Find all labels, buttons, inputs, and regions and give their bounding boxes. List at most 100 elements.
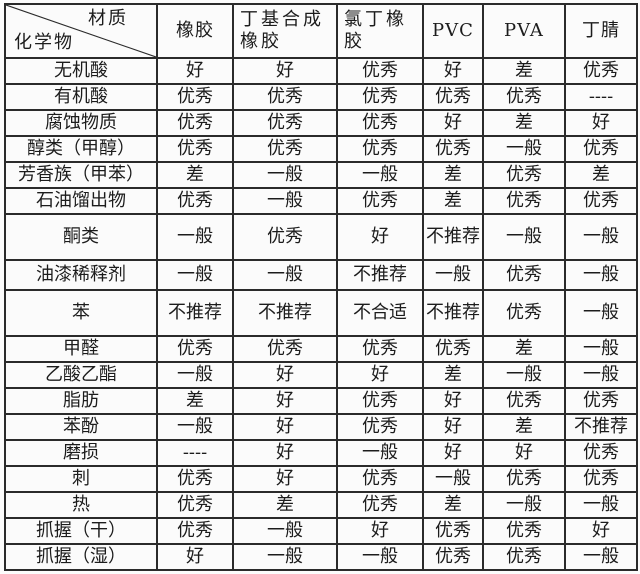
table-cell: 优秀 xyxy=(336,335,424,363)
table-cell: 一般 xyxy=(482,135,566,163)
table-cell: 好 xyxy=(422,109,484,137)
row-label: 磨损 xyxy=(4,439,158,467)
table-cell: 好 xyxy=(422,413,484,441)
row-label: 抓握（干） xyxy=(4,517,158,545)
row-label: 醇类（甲醇） xyxy=(4,135,158,163)
table-cell: 好 xyxy=(336,517,424,545)
table-cell: 一般 xyxy=(564,259,638,291)
table-cell: 不合适 xyxy=(336,289,424,337)
table-cell: 一般 xyxy=(156,361,234,389)
table-cell: 差 xyxy=(156,387,234,415)
table-cell: 差 xyxy=(482,57,566,85)
row-label: 芳香族（甲苯） xyxy=(4,161,158,189)
table-cell: 好 xyxy=(482,439,566,467)
table-cell: 好 xyxy=(156,543,234,571)
table-cell: 一般 xyxy=(564,213,638,261)
row-label: 脂肪 xyxy=(4,387,158,415)
table-row: 抓握（干） 优秀 一般好优秀 优秀好 xyxy=(4,517,638,545)
table-cell: 优秀 xyxy=(336,109,424,137)
table-cell: 一般 xyxy=(482,213,566,261)
row-label: 刺 xyxy=(4,465,158,493)
table-cell: 好 xyxy=(336,361,424,389)
table-cell: 一般 xyxy=(564,543,638,571)
table-cell: 优秀 xyxy=(336,387,424,415)
table-cell: 优秀 xyxy=(156,109,234,137)
table-cell: 优秀 xyxy=(564,187,638,215)
row-label: 乙酸乙酯 xyxy=(4,361,158,389)
chemical-resistance-table: 材质 化学物 橡胶 丁基合成橡胶 氯丁橡胶 PVC PVA 丁腈 无机酸好好优秀好差优秀有… xyxy=(4,3,638,571)
table-row: 无机酸好好优秀好差优秀 xyxy=(4,57,638,85)
table-cell: 一般 xyxy=(564,491,638,519)
table-cell: 优秀 xyxy=(232,213,338,261)
table-cell: 好 xyxy=(422,387,484,415)
table-row: 热优秀差优秀差一般 一般 xyxy=(4,491,638,519)
column-header-1: 丁基合成橡胶 xyxy=(232,3,338,59)
table-cell: 优秀 xyxy=(422,543,484,571)
table-cell: 优秀 xyxy=(336,413,424,441)
table-cell: 优秀 xyxy=(156,465,234,493)
table-row: 乙酸乙酯 一般好好差一般 一般 xyxy=(4,361,638,389)
column-header-5: 丁腈 xyxy=(564,3,638,59)
corner-cell: 材质 化学物 xyxy=(4,3,158,59)
table-cell: 一般 xyxy=(232,517,338,545)
table-cell: 好 xyxy=(422,439,484,467)
column-header-3: PVC xyxy=(422,3,484,59)
table-cell: 优秀 xyxy=(336,135,424,163)
table-cell: 优秀 xyxy=(232,135,338,163)
column-header-2: 氯丁橡胶 xyxy=(336,3,424,59)
table-cell: 一般 xyxy=(156,259,234,291)
table-cell: 一般 xyxy=(482,491,566,519)
table-cell: 一般 xyxy=(564,289,638,337)
table-cell: 差 xyxy=(422,187,484,215)
row-label: 抓握（湿） xyxy=(4,543,158,571)
table-row: 腐蚀物质 优秀 优秀 优秀好差好 xyxy=(4,109,638,137)
table-cell: 差 xyxy=(422,161,484,189)
table-row: 石油馏出物 优秀 一般 优秀差优秀 优秀 xyxy=(4,187,638,215)
table-cell: 优秀 xyxy=(482,289,566,337)
table-cell: 一般 xyxy=(232,543,338,571)
table-cell: 优秀 xyxy=(422,83,484,111)
table-cell: 一般 xyxy=(336,439,424,467)
table-cell: ---- xyxy=(156,439,234,467)
table-cell: 差 xyxy=(482,413,566,441)
table-cell: ---- xyxy=(564,83,638,111)
table-cell: 优秀 xyxy=(422,335,484,363)
table-cell: 一般 xyxy=(156,413,234,441)
table-cell: 优秀 xyxy=(156,491,234,519)
table-cell: 一般 xyxy=(232,187,338,215)
table-cell: 好 xyxy=(336,213,424,261)
table-cell: 一般 xyxy=(564,361,638,389)
table-cell: 不推荐 xyxy=(422,289,484,337)
column-header-0: 橡胶 xyxy=(156,3,234,59)
table-cell: 优秀 xyxy=(564,439,638,467)
table-cell: 一般 xyxy=(422,259,484,291)
table-row: 油漆稀释剂 一般 一般 不推荐 一般 优秀 一般 xyxy=(4,259,638,291)
table-cell: 优秀 xyxy=(422,517,484,545)
row-label: 热 xyxy=(4,491,158,519)
table-cell: 优秀 xyxy=(336,491,424,519)
row-label: 酮类 xyxy=(4,213,158,261)
table-cell: 优秀 xyxy=(156,187,234,215)
table-row: 抓握（湿）好一般 一般 优秀 优秀 一般 xyxy=(4,543,638,571)
table-cell: 优秀 xyxy=(482,387,566,415)
table-row: 芳香族（甲苯）差一般 一般差优秀差 xyxy=(4,161,638,189)
table-cell: 差 xyxy=(422,491,484,519)
table-body: 无机酸好好优秀好差优秀 有机酸 优秀 优秀 优秀 优秀 优秀 ---- 腐蚀物质 优秀 优秀 优秀好差… xyxy=(4,57,638,571)
table-cell: 优秀 xyxy=(336,465,424,493)
table-cell: 优秀 xyxy=(564,57,638,85)
table-cell: 好 xyxy=(232,361,338,389)
table-row: 有机酸 优秀 优秀 优秀 优秀 优秀 ---- xyxy=(4,83,638,111)
table-cell: 好 xyxy=(156,57,234,85)
table-cell: 优秀 xyxy=(564,465,638,493)
table-cell: 差 xyxy=(156,161,234,189)
corner-label-material: 材质 xyxy=(88,8,128,29)
table-cell: 好 xyxy=(232,57,338,85)
table-cell: 优秀 xyxy=(156,517,234,545)
row-label: 有机酸 xyxy=(4,83,158,111)
table-cell: 优秀 xyxy=(336,187,424,215)
table-cell: 一般 xyxy=(156,213,234,261)
table-cell: 优秀 xyxy=(482,259,566,291)
table-cell: 一般 xyxy=(422,465,484,493)
table-cell: 好 xyxy=(564,517,638,545)
table-cell: 好 xyxy=(232,413,338,441)
